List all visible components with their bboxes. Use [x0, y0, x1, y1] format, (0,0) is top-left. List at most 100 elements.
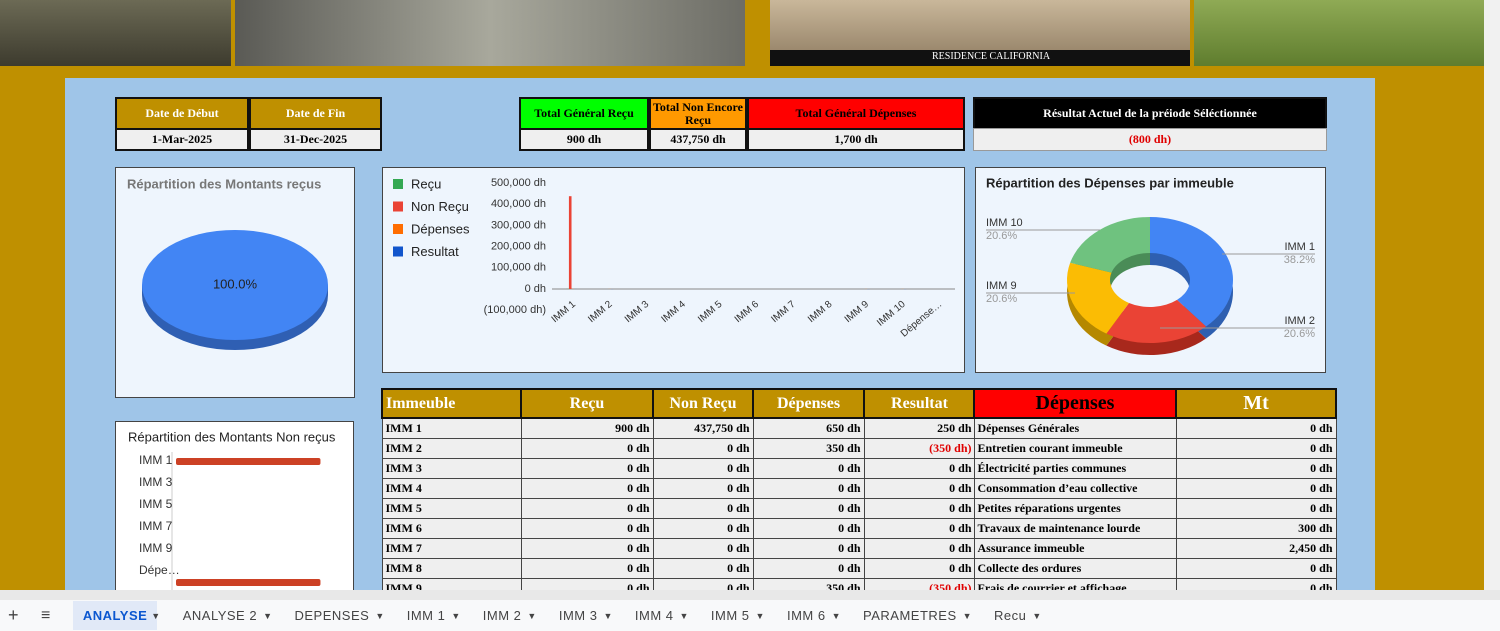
sheet-tab[interactable]: IMM 5: [710, 608, 750, 623]
table-row: Consommation d’eau collective 0 dh: [973, 478, 1337, 499]
cell: 0 dh: [1175, 498, 1337, 519]
bar-card: [382, 167, 965, 373]
cell: 0 dh: [520, 578, 654, 590]
scrollbar: [1484, 0, 1500, 600]
cell: IMM 9: [381, 578, 522, 590]
photo: [235, 0, 745, 66]
cell: 900 dh: [520, 417, 654, 439]
tab-arrow: ▼: [263, 610, 273, 621]
sheet-tab[interactable]: PARAMETRES: [863, 608, 957, 623]
cell: IMM 2: [381, 438, 522, 459]
sheet-tab[interactable]: ANALYSE 2: [182, 608, 258, 623]
legend-label: Non Reçu: [411, 199, 469, 214]
cell: 0 dh: [652, 538, 754, 559]
y-tick-label: IMM 7: [139, 519, 173, 533]
header-cell: Immeuble: [381, 388, 522, 419]
table-row: Collecte des ordures 0 dh: [973, 558, 1337, 579]
sheet-list[interactable]: ≡: [41, 606, 51, 624]
slice-name: IMM 10: [986, 217, 1023, 229]
cell: IMM 1: [381, 417, 522, 439]
chart-title: Répartition des Montants Non reçus: [128, 429, 336, 444]
y-tick-label: Dépe…: [139, 563, 180, 577]
header-row: Immeuble Reçu Non Reçu Dépenses Resultat: [381, 388, 976, 419]
y-tick-label: 200,000 dh: [491, 241, 546, 253]
donut-slice: [1150, 217, 1233, 327]
header-row: Dépenses Mt: [973, 388, 1337, 419]
cell: 0 dh: [520, 458, 654, 479]
cell: 0 dh: [1175, 478, 1337, 499]
sheet-tab[interactable]: Recu: [994, 608, 1027, 623]
caption-strip: [770, 50, 1190, 66]
donut-slice: [1106, 299, 1207, 343]
sheet-tabs: + ≡ ANALYSE ▼ ANALYSE 2 ▼ DEPENSES ▼ IMM 1 ▼ IMM…: [0, 600, 1500, 631]
cell: 0 dh: [752, 458, 865, 479]
expense-table: Dépenses Mt Dépenses Générales 0 dh Entretie…: [973, 388, 1337, 590]
cell: 0 dh: [1175, 438, 1337, 459]
tab-arrow: ▼: [375, 610, 385, 621]
y-tick-label: 300,000 dh: [491, 219, 546, 231]
legend-swatch: [393, 179, 403, 189]
slice-name: IMM 2: [1284, 315, 1315, 327]
photo: [0, 0, 231, 66]
cell: 300 dh: [1175, 518, 1337, 539]
cell: Frais de courrier et affichage: [973, 578, 1177, 590]
sheet-tab[interactable]: ANALYSE: [72, 601, 158, 630]
slice-label: 20.6%: [986, 230, 1017, 242]
cell: Consommation d’eau collective: [973, 478, 1177, 499]
tab-arrow: ▼: [755, 610, 765, 621]
sheet-tab[interactable]: IMM 4: [634, 608, 674, 623]
cell: 0 dh: [863, 478, 976, 499]
legend-label: Reçu: [411, 176, 441, 191]
add-sheet[interactable]: +: [8, 605, 20, 625]
x-tick-label: Dépense…: [899, 299, 944, 340]
y-tick-label: (100,000 dh): [484, 304, 546, 316]
sheet-tab[interactable]: DEPENSES: [294, 608, 370, 623]
cell: IMM 4: [381, 478, 522, 499]
building-table: Immeuble Reçu Non Reçu Dépenses Resultat IMM …: [381, 388, 976, 590]
legend-swatch: [393, 201, 403, 212]
cell: 0 dh: [1175, 458, 1337, 479]
cell: (350 dh): [863, 438, 976, 459]
cell: 0 dh: [752, 558, 865, 579]
slice-name: IMM 9: [986, 280, 1017, 292]
table-row: Entretien courant immeuble 0 dh: [973, 438, 1337, 459]
header-cell: Reçu: [520, 388, 654, 419]
header-cell: Dépenses: [752, 388, 865, 419]
value-cell: 1-Mar-2025: [115, 128, 249, 151]
cell: Électricité parties communes: [973, 458, 1177, 479]
sheet-tab[interactable]: IMM 3: [558, 608, 598, 623]
legend-swatch: [393, 246, 403, 257]
sheet-tab[interactable]: IMM 1: [406, 608, 446, 623]
cell: (350 dh): [863, 578, 976, 590]
cell: Travaux de maintenance lourde: [973, 518, 1177, 539]
cell: Entretien courant immeuble: [973, 438, 1177, 459]
content: Date de Début 1-Mar-2025 Date de Fin 31-Dec…: [65, 78, 1375, 590]
cell: 0 dh: [1175, 558, 1337, 579]
bar: [176, 458, 321, 465]
x-tick-label: IMM 3: [623, 299, 652, 326]
y-tick-label: IMM 3: [139, 475, 173, 489]
cell: IMM 8: [381, 558, 522, 579]
charts: Répartition des Montants reçus 100.0% Reçu…: [127, 175, 1315, 590]
table-row: Dépenses Générales 0 dh: [973, 417, 1337, 439]
cell: IMM 6: [381, 518, 522, 539]
slice-label: 20.6%: [986, 293, 1017, 305]
x-tick-label: IMM 9: [843, 299, 872, 326]
pie-slice: [142, 230, 328, 340]
x-tick-label: IMM 1: [550, 299, 579, 326]
chart-title: Répartition des Dépenses par immeuble: [986, 175, 1234, 190]
cell: 0 dh: [752, 518, 865, 539]
x-tick-label: IMM 7: [769, 299, 798, 326]
header-cell: Date de Fin: [249, 97, 382, 130]
banner: RESIDENCE CALIFORNIA: [0, 0, 1484, 66]
sheet-tab[interactable]: IMM 6: [786, 608, 826, 623]
sheet-tab[interactable]: IMM 2: [482, 608, 522, 623]
cell: 2,450 dh: [1175, 538, 1337, 559]
